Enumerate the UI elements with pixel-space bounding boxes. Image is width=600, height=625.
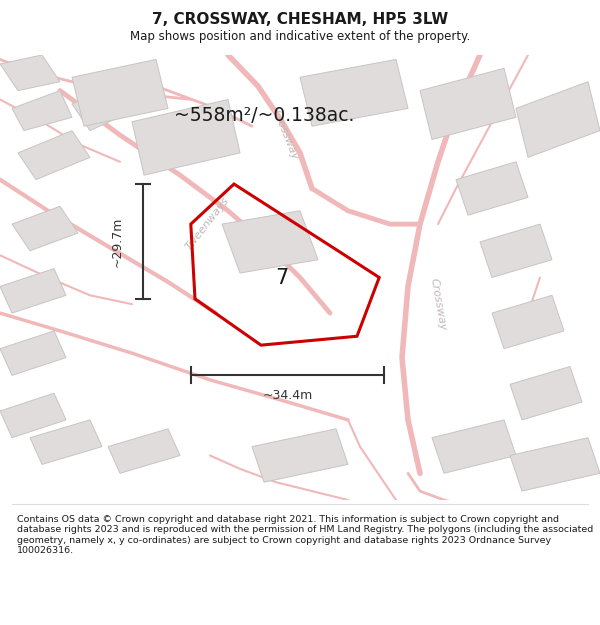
Text: Crossway: Crossway bbox=[271, 109, 299, 162]
Text: Crossway: Crossway bbox=[428, 277, 448, 331]
Text: 7: 7 bbox=[275, 268, 289, 288]
Polygon shape bbox=[30, 420, 102, 464]
Text: ~558m²/~0.138ac.: ~558m²/~0.138ac. bbox=[174, 106, 354, 124]
Polygon shape bbox=[18, 131, 90, 179]
Polygon shape bbox=[252, 429, 348, 483]
Polygon shape bbox=[492, 295, 564, 349]
Text: ~34.4m: ~34.4m bbox=[262, 389, 313, 402]
Polygon shape bbox=[480, 224, 552, 278]
Polygon shape bbox=[420, 68, 516, 139]
Polygon shape bbox=[222, 211, 318, 273]
Polygon shape bbox=[12, 91, 72, 131]
Text: 7, CROSSWAY, CHESHAM, HP5 3LW: 7, CROSSWAY, CHESHAM, HP5 3LW bbox=[152, 12, 448, 27]
Polygon shape bbox=[510, 438, 600, 491]
Polygon shape bbox=[132, 99, 240, 175]
Polygon shape bbox=[432, 420, 516, 473]
Polygon shape bbox=[72, 59, 168, 126]
Polygon shape bbox=[456, 162, 528, 215]
Polygon shape bbox=[510, 366, 582, 420]
Text: Map shows position and indicative extent of the property.: Map shows position and indicative extent… bbox=[130, 30, 470, 43]
Polygon shape bbox=[0, 393, 66, 438]
Polygon shape bbox=[0, 269, 66, 313]
Polygon shape bbox=[0, 55, 60, 91]
Polygon shape bbox=[300, 59, 408, 126]
Polygon shape bbox=[0, 331, 66, 376]
Polygon shape bbox=[108, 429, 180, 473]
Text: Contains OS data © Crown copyright and database right 2021. This information is : Contains OS data © Crown copyright and d… bbox=[17, 515, 593, 555]
Polygon shape bbox=[516, 82, 600, 158]
Polygon shape bbox=[12, 206, 78, 251]
Text: ~29.7m: ~29.7m bbox=[110, 216, 124, 267]
Polygon shape bbox=[72, 82, 138, 131]
Text: Tweenways: Tweenways bbox=[184, 196, 230, 252]
